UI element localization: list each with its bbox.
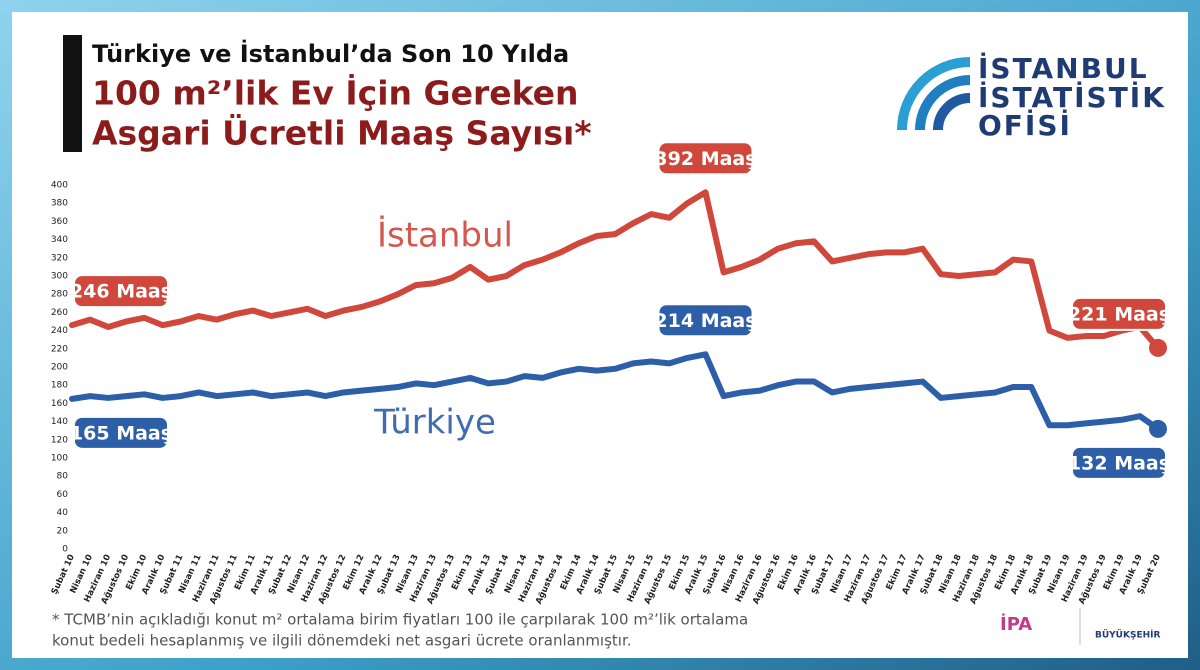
title-bar [63,35,82,152]
value-label: 392 Maaş [654,141,757,176]
value-label-text: 132 Maaş [1068,452,1170,474]
partner-logo: BÜYÜKŞEHİR [1095,630,1160,641]
footnote: * TCMB’nin açıkladığı konut m² ortalama … [52,611,748,629]
y-tick-label: 220 [51,344,68,354]
y-tick-label: 240 [51,326,68,336]
end-point [1149,419,1167,438]
value-label-box [73,274,169,309]
line [69,189,1161,351]
value-label: 246 Maaş [70,274,172,309]
chart-title: Türkiye ve İstanbul’da Son 10 Yılda [92,39,569,68]
logo-text: İSTATİSTİK [978,80,1166,114]
value-label-text: 246 Maaş [70,281,172,303]
y-tick-label: 280 [51,290,68,300]
value-label: 165 Maaş [70,415,172,450]
value-label-text: 165 Maaş [70,422,172,444]
value-label-box [657,141,754,176]
y-tick-label: 360 [51,217,68,227]
chart-subtitle: Asgari Ücretli Maaş Sayısı* [92,113,592,153]
y-tick-label: 60 [57,490,69,500]
value-label-box [1071,445,1167,480]
end-point [1149,338,1167,357]
y-tick-label: 160 [51,399,68,409]
y-tick-label: 40 [57,508,69,518]
value-label-box [1071,296,1167,331]
logo-mark [897,57,971,131]
y-tick-label: 340 [51,235,68,245]
series-label: İstanbul [377,216,513,256]
y-tick-label: 100 [51,454,68,464]
chart-subtitle: 100 m²’lik Ev İçin Gereken [92,73,579,113]
y-tick-label: 20 [57,526,69,536]
value-label-text: 392 Maaş [654,148,756,170]
y-tick-label: 120 [51,435,68,445]
y-tick-label: 200 [51,363,68,373]
card [12,12,1188,658]
logo-text: OFİSİ [978,108,1072,142]
y-tick-label: 300 [51,272,68,282]
value-label-text: 214 Maaş [654,310,756,332]
y-tick-label: 400 [51,181,68,191]
line [69,351,1161,432]
footnote: konut bedeli hesaplanmış ve ilgili dönem… [52,632,632,650]
value-label: 221 Maaş [1068,296,1170,331]
value-label: 132 Maaş [1068,445,1170,480]
y-tick-label: 180 [51,381,68,391]
value-label-box [73,415,169,450]
value-label-text: 221 Maaş [1068,303,1170,325]
y-tick-label: 260 [51,308,68,318]
partner-logo: İPA [1000,613,1032,635]
y-tick-label: 0 [62,545,68,555]
y-tick-label: 80 [57,472,69,482]
logo-text: İSTANBUL [978,51,1149,85]
y-tick-label: 140 [51,417,68,427]
series-label: Türkiye [373,403,496,443]
y-tick-label: 380 [51,199,68,209]
y-tick-label: 320 [51,253,68,263]
value-label-box [657,303,754,338]
value-label: 214 Maaş [654,303,757,338]
